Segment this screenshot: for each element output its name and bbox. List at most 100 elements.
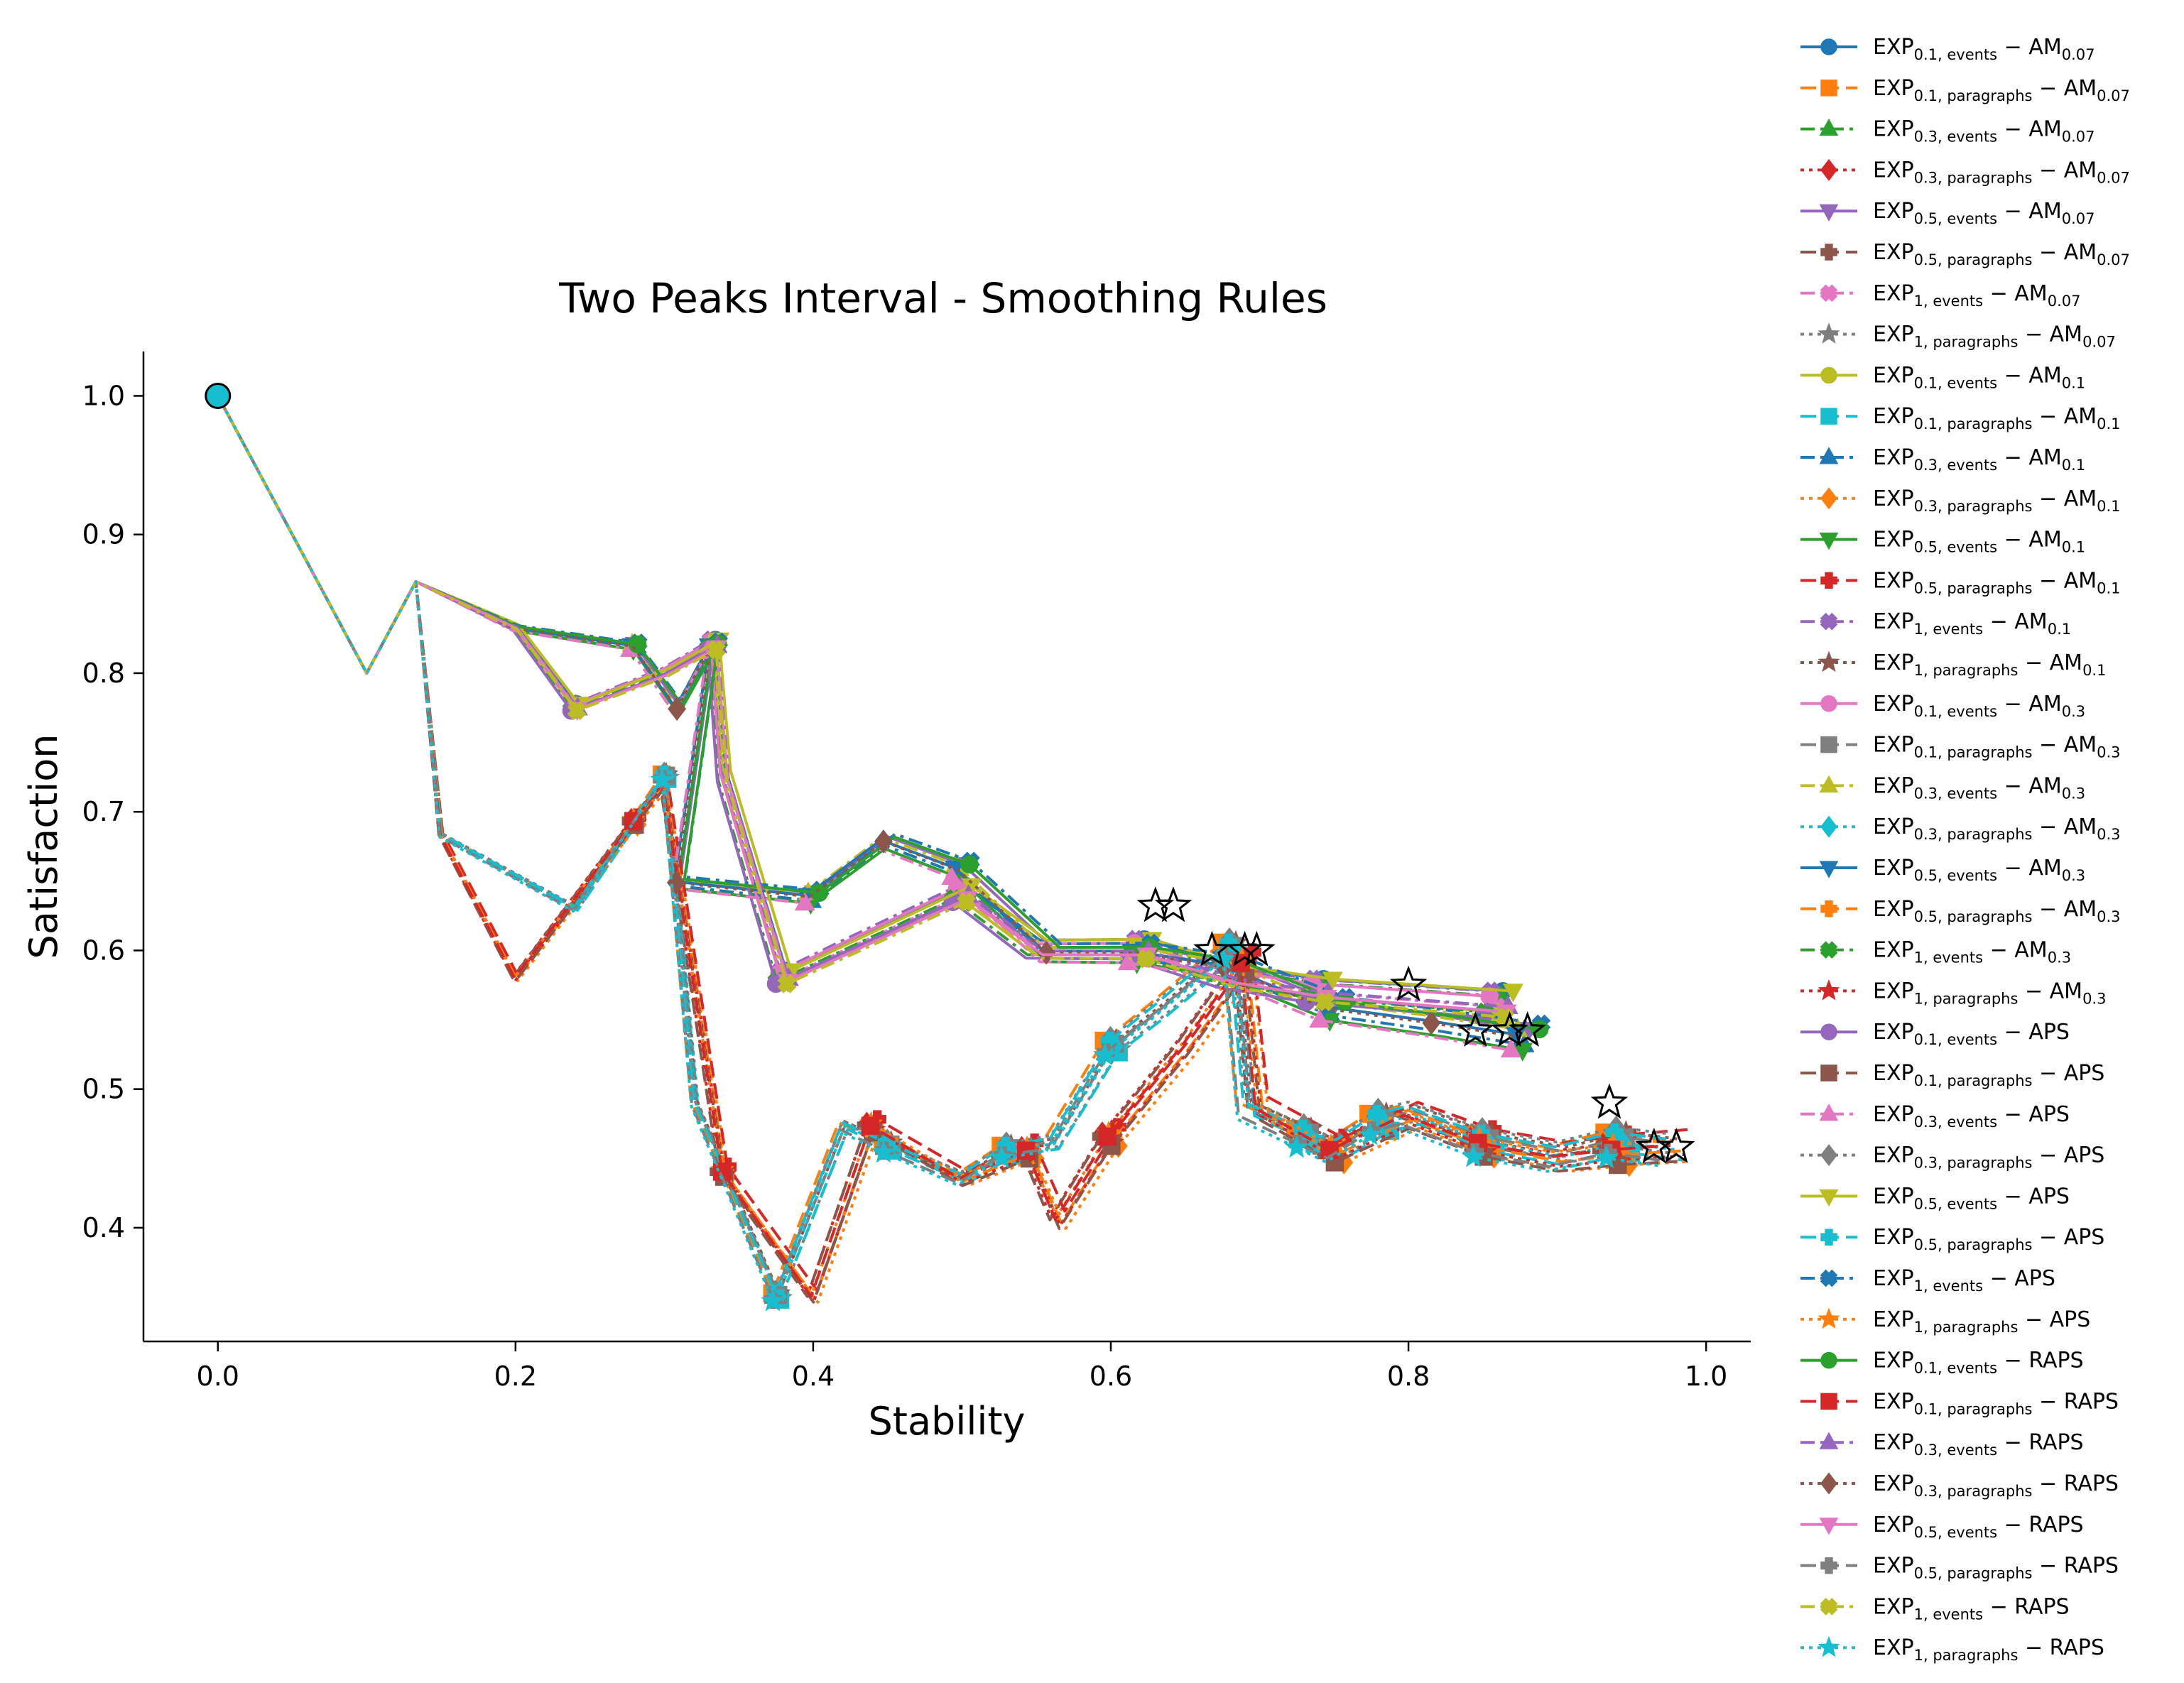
data-point [1322, 971, 1343, 991]
series-25 [217, 395, 1492, 1027]
legend-label: EXP0.1, paragraphs − AM0.1 [1873, 404, 2121, 432]
data-point [777, 974, 797, 993]
final-point-star [1154, 886, 1192, 922]
series-39 [217, 395, 1514, 1027]
legend-marker [1820, 900, 1837, 917]
data-point [628, 635, 647, 654]
legend-marker [1820, 1598, 1838, 1616]
data-point [1098, 1127, 1117, 1146]
legend-entry: EXP1, paragraphs − RAPS [1800, 1635, 2104, 1664]
legend-marker [1820, 1393, 1837, 1410]
legend-label: EXP0.3, events − AM0.07 [1873, 117, 2095, 146]
legend-marker [1820, 941, 1838, 959]
series-line [217, 395, 1490, 998]
legend-entry: EXP1, paragraphs − AM0.07 [1800, 322, 2116, 351]
data-point [1309, 1008, 1330, 1028]
x-tick-label: 0.4 [792, 1361, 835, 1392]
legend-marker [1820, 1472, 1837, 1495]
series-layer [217, 395, 1690, 1312]
legend-label: EXP1, events − AM0.1 [1873, 609, 2071, 638]
legend-label: EXP0.5, events − RAPS [1873, 1513, 2084, 1541]
data-point [941, 866, 962, 886]
x-ticks: 0.0 0.2 0.4 0.6 0.8 1.0 [197, 1341, 1727, 1392]
legend-entry: EXP1, events − AM0.3 [1800, 938, 2071, 966]
legend-label: EXP1, paragraphs − AM0.3 [1873, 979, 2106, 1007]
legend-label: EXP1, events − AM0.3 [1873, 938, 2071, 966]
legend-entry: EXP0.1, paragraphs − AM0.1 [1800, 404, 2121, 432]
legend-label: EXP0.5, events − APS [1873, 1184, 2070, 1212]
legend-label: EXP0.3, paragraphs − RAPS [1873, 1471, 2119, 1500]
legend-marker [1819, 1104, 1839, 1121]
legend-entry: EXP1, events − AM0.07 [1800, 281, 2080, 310]
legend-label: EXP0.5, paragraphs − RAPS [1873, 1554, 2119, 1582]
legend-marker [1820, 38, 1837, 55]
legend-marker [1819, 1518, 1839, 1535]
legend-label: EXP0.1, events − AM0.1 [1873, 363, 2085, 391]
legend-marker [1820, 244, 1837, 261]
legend-label: EXP0.5, paragraphs − AM0.1 [1873, 568, 2121, 597]
legend-marker [1820, 1557, 1837, 1574]
series-line [217, 395, 1514, 993]
data-point [567, 701, 587, 721]
y-tick-label: 1.0 [82, 380, 125, 411]
legend-marker [1820, 695, 1837, 712]
final-point-star [1226, 930, 1264, 966]
series-28 [217, 395, 1669, 1305]
legend-entry: EXP1, paragraphs − AM0.3 [1800, 979, 2106, 1007]
series-line [217, 395, 1523, 1052]
y-ticks: 0.4 0.5 0.6 0.7 0.8 0.9 1.0 [82, 380, 143, 1243]
series-line [217, 395, 1678, 1297]
x-tick-label: 0.8 [1387, 1361, 1430, 1392]
legend-marker [1819, 775, 1839, 793]
series-line [217, 395, 1673, 1296]
legend-marker [1820, 736, 1837, 753]
data-point [1219, 933, 1238, 952]
final-point-star [1457, 1011, 1494, 1047]
legend-marker [1820, 158, 1837, 181]
final-point-star [1389, 965, 1428, 1001]
legend-label: EXP0.3, paragraphs − AM0.3 [1873, 815, 2121, 843]
legend-entry: EXP0.1, events − RAPS [1800, 1349, 2084, 1377]
legend-label: EXP0.1, paragraphs − APS [1873, 1061, 2104, 1089]
legend-marker [1819, 1189, 1839, 1207]
legend-marker [1820, 1351, 1837, 1369]
data-point [1117, 951, 1139, 971]
series-line [217, 395, 1690, 1304]
data-point [650, 767, 675, 790]
data-point [1136, 949, 1156, 969]
series-line [217, 395, 1501, 998]
y-tick-label: 0.4 [82, 1212, 125, 1243]
legend-marker [1819, 447, 1839, 464]
series-line [217, 395, 1671, 1298]
legend-entry: EXP0.3, events − AM0.1 [1800, 445, 2085, 474]
y-tick-label: 0.8 [82, 658, 125, 689]
legend-label: EXP0.1, events − APS [1873, 1020, 2070, 1048]
series-34 [217, 395, 1671, 1298]
y-axis-label: Satisfaction [21, 734, 66, 959]
legend-entry: EXP0.3, events − AM0.07 [1800, 117, 2095, 146]
series-line [217, 395, 1667, 1295]
legend-marker [1820, 408, 1837, 425]
data-point [861, 1116, 880, 1135]
legend-marker [1818, 650, 1840, 672]
legend-label: EXP1, paragraphs − AM0.07 [1873, 322, 2116, 351]
series-3 [217, 395, 1512, 1004]
legend-marker [1818, 1635, 1840, 1657]
data-point [957, 892, 976, 912]
legend-entry: EXP0.5, events − AM0.07 [1800, 199, 2095, 227]
data-point [1211, 947, 1235, 970]
legend-marker [1819, 118, 1839, 136]
legend-entry: EXP1, paragraphs − APS [1800, 1307, 2090, 1336]
x-tick-label: 0.2 [494, 1361, 537, 1392]
series-29 [217, 395, 1523, 1003]
legend-label: EXP0.3, paragraphs − AM0.1 [1873, 486, 2121, 515]
legend-label: EXP0.1, paragraphs − AM0.07 [1873, 76, 2130, 104]
series-4 [217, 395, 1662, 1296]
legend-label: EXP0.5, events − AM0.1 [1873, 528, 2085, 556]
legend-label: EXP1, paragraphs − RAPS [1873, 1635, 2104, 1664]
legend-entry: EXP0.5, events − APS [1800, 1184, 2070, 1212]
series-line [217, 395, 1496, 1014]
series-line [217, 395, 1507, 1013]
legend-marker [1820, 1144, 1837, 1167]
series-27 [217, 395, 1521, 1058]
